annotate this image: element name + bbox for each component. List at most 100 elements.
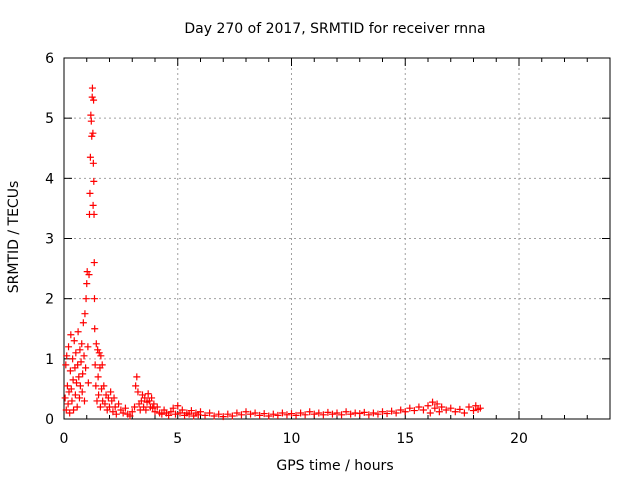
data-point	[174, 402, 182, 410]
data-point	[91, 361, 99, 369]
data-point	[142, 406, 150, 414]
data-point	[431, 404, 439, 412]
data-point	[82, 364, 90, 372]
data-point	[167, 408, 175, 416]
data-point	[401, 408, 409, 416]
data-point	[442, 406, 450, 414]
data-point	[65, 343, 73, 351]
data-point	[165, 411, 173, 419]
data-point	[89, 129, 97, 137]
data-point	[187, 407, 195, 415]
data-point	[90, 295, 98, 303]
data-point	[70, 337, 78, 345]
data-point	[410, 407, 418, 415]
y-tick-label: 0	[45, 412, 54, 428]
data-point	[75, 394, 83, 402]
data-point	[87, 111, 95, 119]
data-point	[75, 373, 83, 381]
x-tick-label: 5	[173, 431, 182, 447]
data-point	[233, 409, 241, 417]
data-point	[119, 409, 127, 417]
data-point	[90, 210, 98, 218]
data-point	[141, 394, 149, 402]
data-point	[78, 340, 86, 348]
y-axis-label: SRMTID / TECUs	[6, 181, 22, 294]
data-point	[374, 410, 382, 418]
grid	[64, 58, 610, 419]
data-point	[347, 410, 355, 418]
data-point	[81, 310, 89, 318]
data-point	[328, 410, 336, 418]
data-point	[397, 406, 405, 414]
data-point	[265, 412, 273, 420]
x-tick-label: 15	[396, 431, 414, 447]
ticks: 0 5 10 15 20 0 1 2 3 4 5 6	[45, 51, 610, 447]
data-point	[215, 410, 223, 418]
y-tick-label: 5	[45, 111, 54, 127]
data-point	[67, 331, 75, 339]
data-point	[149, 404, 157, 412]
data-point	[72, 349, 80, 357]
data-point	[288, 410, 295, 418]
data-point	[435, 408, 443, 416]
data-point	[82, 295, 90, 303]
data-point	[64, 400, 72, 408]
data-point	[126, 412, 134, 420]
data-point	[306, 408, 314, 416]
data-point	[360, 408, 368, 416]
data-point	[278, 409, 286, 417]
data-point	[210, 412, 218, 420]
data-point	[153, 403, 161, 411]
data-point	[144, 390, 152, 398]
data-point	[274, 411, 282, 419]
data-points	[61, 84, 484, 421]
data-point	[151, 408, 159, 416]
data-point	[292, 411, 300, 419]
data-point	[137, 397, 145, 405]
data-point	[324, 408, 332, 416]
data-point	[94, 373, 102, 381]
data-point	[79, 319, 87, 327]
data-point	[319, 411, 327, 419]
x-tick-label: 20	[510, 431, 528, 447]
data-point	[91, 325, 99, 333]
data-point	[283, 411, 291, 419]
data-point	[76, 382, 84, 390]
data-point	[315, 409, 323, 417]
data-point	[88, 84, 96, 92]
data-point	[92, 340, 100, 348]
data-point	[80, 352, 88, 360]
chart-title: Day 270 of 2017, SRMTID for receiver rnn…	[184, 21, 485, 37]
data-point	[87, 117, 95, 125]
data-point	[256, 411, 264, 419]
data-point	[73, 379, 81, 387]
data-point	[260, 410, 268, 418]
data-point	[121, 404, 129, 412]
data-point	[76, 346, 84, 354]
data-point	[71, 391, 79, 399]
data-point	[269, 410, 277, 418]
data-point	[456, 405, 464, 413]
data-point	[134, 388, 142, 396]
data-point	[433, 400, 441, 408]
data-point	[86, 153, 94, 161]
x-axis-label: GPS time / hours	[276, 458, 393, 474]
data-point	[115, 400, 123, 408]
data-point	[424, 402, 432, 410]
data-point	[338, 411, 346, 419]
data-point	[69, 355, 77, 363]
data-point	[383, 410, 391, 418]
data-point	[66, 409, 74, 417]
data-point	[128, 408, 136, 416]
data-point	[470, 407, 477, 415]
data-point	[88, 132, 96, 140]
data-point	[95, 391, 103, 399]
data-point	[392, 409, 400, 417]
data-point	[73, 403, 81, 411]
data-point	[61, 394, 69, 402]
data-point	[131, 403, 139, 411]
data-point	[169, 404, 177, 412]
data-point	[224, 410, 232, 418]
data-point	[80, 397, 88, 405]
data-point	[351, 409, 359, 417]
